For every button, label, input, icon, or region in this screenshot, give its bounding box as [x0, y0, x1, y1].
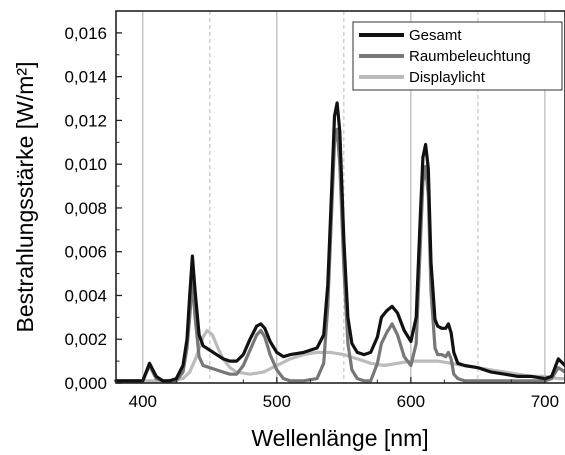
plot-frame [115, 10, 565, 384]
y-tick-label: 0,014 [64, 68, 107, 87]
series-line-displaylicht [114, 328, 565, 383]
y-tick-label: 0,012 [64, 111, 107, 130]
legend-label-gesamt: Gesamt [409, 27, 462, 44]
y-tick-label: 0,000 [64, 374, 107, 393]
axis-tick-labels: 400 500 600 700 0,000 0,002 0,004 0,006 0,008 0,0… [64, 24, 559, 411]
series-lines [114, 101, 565, 383]
y-tick-label: 0,006 [64, 243, 107, 262]
legend-label-displaylicht: Displaylicht [409, 69, 486, 86]
x-tick-label: 400 [129, 392, 157, 411]
y-tick-label: 0,010 [64, 155, 107, 174]
y-axis-title: Bestrahlungsstärke [W/m²] [12, 62, 38, 333]
legend: Gesamt Raumbeleuchtung Displaylicht [352, 21, 563, 91]
x-tick-label: 600 [397, 392, 425, 411]
legend-label-raumbeleuchtung: Raumbeleuchtung [409, 48, 531, 65]
x-tick-label: 500 [263, 392, 291, 411]
x-tick-label: 700 [531, 392, 559, 411]
axis-ticks [116, 32, 546, 384]
y-tick-label: 0,002 [64, 330, 107, 349]
x-axis-title: Wellenlänge [nm] [251, 425, 428, 451]
series-line-gesamt [114, 101, 565, 383]
y-tick-label: 0,008 [64, 199, 107, 218]
y-tick-label: 0,016 [64, 24, 107, 43]
y-tick-label: 0,004 [64, 286, 107, 305]
